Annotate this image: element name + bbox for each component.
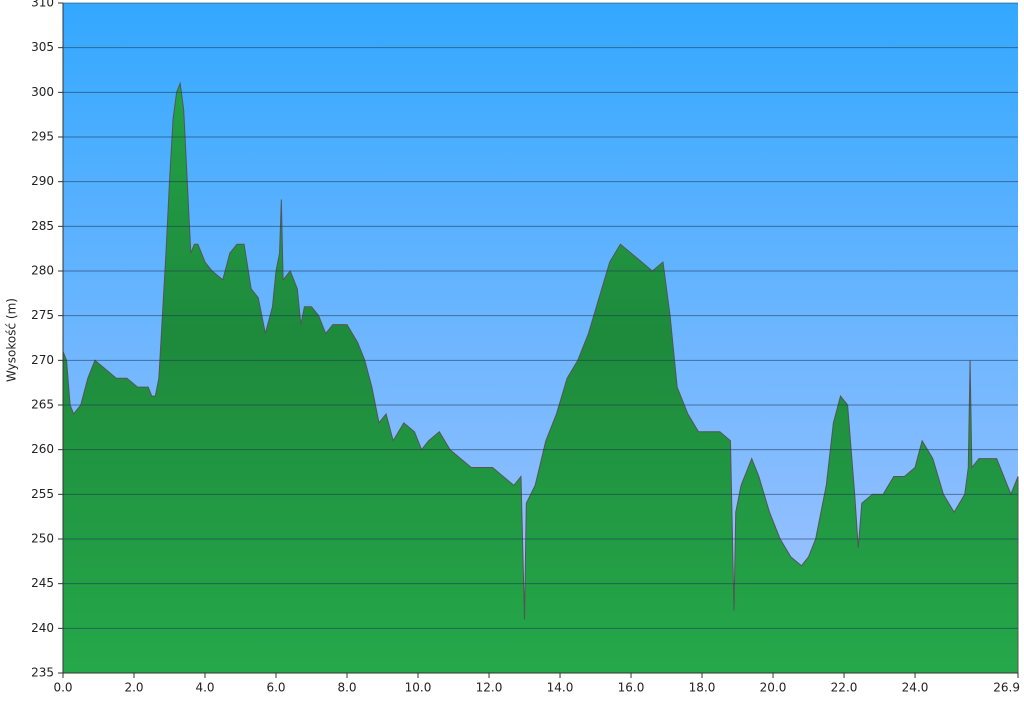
x-tick-label: 24.0 <box>902 681 929 695</box>
x-tick-label: 2.0 <box>124 681 143 695</box>
x-tick-label: 14.0 <box>547 681 574 695</box>
y-tick-label: 265 <box>31 398 54 412</box>
y-tick-label: 290 <box>31 174 54 188</box>
elevation-area <box>62 81 1019 674</box>
y-tick-label: 240 <box>31 621 54 635</box>
y-tick-label: 235 <box>31 666 54 680</box>
y-tick-label: 275 <box>31 308 54 322</box>
x-tick-label: 12.0 <box>476 681 503 695</box>
y-tick-label: 310 <box>31 0 54 10</box>
y-tick-label: 300 <box>31 85 54 99</box>
y-tick-label: 305 <box>31 40 54 54</box>
y-tick-label: 280 <box>31 264 54 278</box>
x-tick-label: 16.0 <box>618 681 645 695</box>
y-tick-label: 245 <box>31 576 54 590</box>
x-tick-label: 18.0 <box>689 681 716 695</box>
y-tick-label: 270 <box>31 353 54 367</box>
y-tick-label: 255 <box>31 487 54 501</box>
x-tick-label: 22.0 <box>831 681 858 695</box>
y-tick-label: 260 <box>31 442 54 456</box>
x-tick-label: 20.0 <box>760 681 787 695</box>
x-tick-label: 8.0 <box>337 681 356 695</box>
x-tick-label: 6.0 <box>266 681 285 695</box>
y-tick-label: 295 <box>31 130 54 144</box>
y-tick-label: 250 <box>31 532 54 546</box>
y-axis-label: Wysokość (m) <box>5 298 19 382</box>
y-tick-label: 285 <box>31 219 54 233</box>
x-tick-label: 26.9 <box>993 681 1020 695</box>
x-tick-label: 10.0 <box>405 681 432 695</box>
x-tick-label: 4.0 <box>195 681 214 695</box>
x-tick-label: 0.0 <box>53 681 72 695</box>
